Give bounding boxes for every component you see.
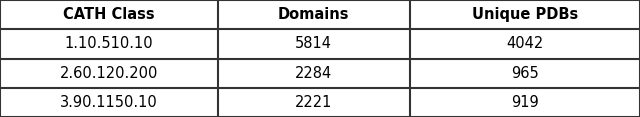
Text: CATH Class: CATH Class bbox=[63, 7, 155, 22]
Text: 919: 919 bbox=[511, 95, 539, 110]
Bar bbox=[0, 29, 640, 58]
Text: 965: 965 bbox=[511, 66, 539, 81]
Text: 4042: 4042 bbox=[506, 36, 543, 51]
Bar bbox=[0, 58, 640, 88]
Bar bbox=[410, 0, 640, 29]
Text: Domains: Domains bbox=[278, 7, 349, 22]
Text: 2221: 2221 bbox=[295, 95, 332, 110]
Bar bbox=[0, 88, 640, 117]
Text: 2.60.120.200: 2.60.120.200 bbox=[60, 66, 158, 81]
Text: 2284: 2284 bbox=[295, 66, 332, 81]
Bar bbox=[218, 0, 410, 29]
Text: 1.10.510.10: 1.10.510.10 bbox=[65, 36, 153, 51]
Text: 3.90.1150.10: 3.90.1150.10 bbox=[60, 95, 157, 110]
Bar bbox=[0, 0, 218, 29]
Text: Unique PDBs: Unique PDBs bbox=[472, 7, 578, 22]
Text: 5814: 5814 bbox=[295, 36, 332, 51]
